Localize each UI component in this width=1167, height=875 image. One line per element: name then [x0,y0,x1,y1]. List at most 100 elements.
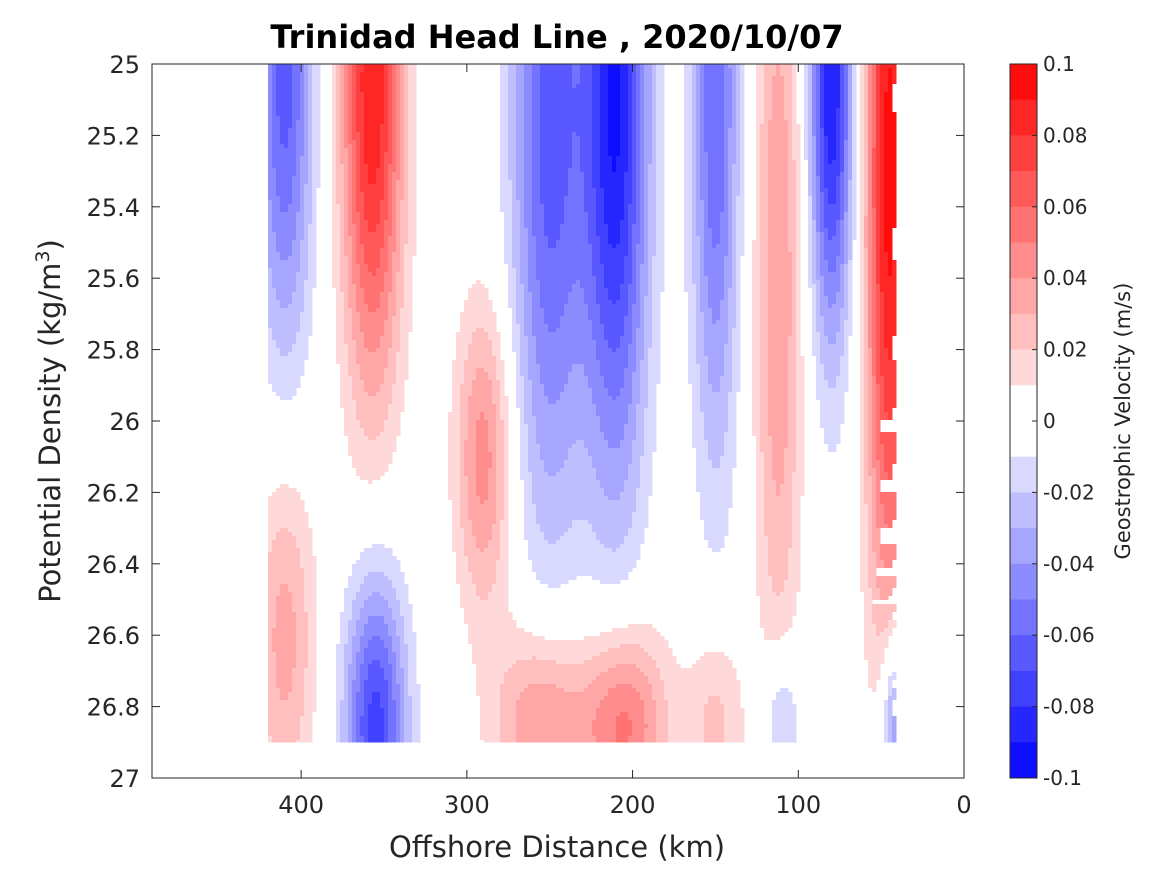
contour-cell [296,272,309,276]
contour-cell [812,212,817,216]
contour-cell [888,348,893,352]
contour-cell [852,104,857,108]
contour-cell [632,336,637,340]
contour-cell [568,380,589,384]
contour-cell [532,228,545,232]
contour-cell [516,308,525,312]
contour-cell [688,332,697,336]
contour-cell [736,260,741,264]
contour-cell [760,216,769,220]
contour-cell [836,176,841,180]
contour-cell [608,292,621,296]
contour-cell [348,156,353,160]
contour-cell [348,152,353,156]
contour-cell [544,320,561,324]
contour-cell [644,68,653,72]
contour-cell [880,352,889,356]
contour-cell [788,372,797,376]
contour-cell [268,116,273,120]
contour-cell [816,328,825,332]
contour-cell [532,84,541,88]
contour-cell [360,240,385,244]
contour-cell [700,88,705,92]
contour-cell [580,164,593,168]
contour-cell [864,264,869,268]
contour-cell [836,152,841,156]
contour-cell [396,104,401,108]
contour-cell [812,260,817,264]
contour-cell [596,212,605,216]
contour-cell [608,92,621,96]
contour-cell [732,220,737,224]
contour-cell [736,308,741,312]
contour-cell [824,184,837,188]
contour-cell [276,236,297,240]
contour-cell [628,208,637,212]
contour-cell [404,260,413,264]
contour-cell [812,104,817,108]
contour-cell [408,104,417,108]
contour-cell [632,376,641,380]
contour-cell [844,284,849,288]
contour-cell [864,280,869,284]
contour-cell [632,76,637,80]
contour-cell [352,180,357,184]
contour-cell [652,344,661,348]
contour-cell [752,360,761,364]
contour-cell [344,124,349,128]
contour-cell [820,152,825,156]
contour-cell [644,312,653,316]
contour-cell [820,164,825,168]
contour-cell [628,292,637,296]
contour-cell [788,212,797,216]
contour-cell [584,196,597,200]
contour-cell [500,388,505,392]
contour-cell [768,176,789,180]
contour-cell [304,140,309,144]
contour-cell [520,244,529,248]
contour-cell [824,180,837,184]
contour-cell [608,224,621,228]
contour-cell [828,268,837,272]
contour-cell [540,96,593,100]
contour-cell [348,120,353,124]
contour-cell [852,124,857,128]
contour-cell [700,108,705,112]
contour-cell [736,268,741,272]
contour-cell [804,152,809,156]
contour-cell [364,64,385,68]
contour-cell [384,236,389,240]
contour-cell [492,380,501,384]
contour-cell [540,172,569,176]
contour-cell [404,280,413,284]
contour-cell [592,272,605,276]
contour-cell [824,128,837,132]
contour-cell [752,352,761,356]
contour-cell [880,232,885,236]
contour-cell [860,340,865,344]
contour-cell [868,196,873,200]
contour-cell [708,164,725,168]
contour-cell [796,288,801,292]
contour-cell [768,280,793,284]
contour-cell [824,372,841,376]
contour-cell [752,276,761,280]
contour-cell [872,236,877,240]
contour-cell [356,164,361,168]
contour-cell [868,328,873,332]
contour-cell [636,352,645,356]
contour-cell [596,296,609,300]
contour-cell [884,340,893,344]
contour-cell [644,260,649,264]
contour-cell [836,384,849,388]
contour-cell [836,196,841,200]
contour-cell [400,128,405,132]
contour-cell [728,328,733,332]
contour-cell [704,204,709,208]
contour-cell [532,176,541,180]
contour-cell [848,140,853,144]
contour-cell [384,320,393,324]
contour-cell [584,372,601,376]
contour-cell [756,188,761,192]
contour-cell [512,256,521,260]
